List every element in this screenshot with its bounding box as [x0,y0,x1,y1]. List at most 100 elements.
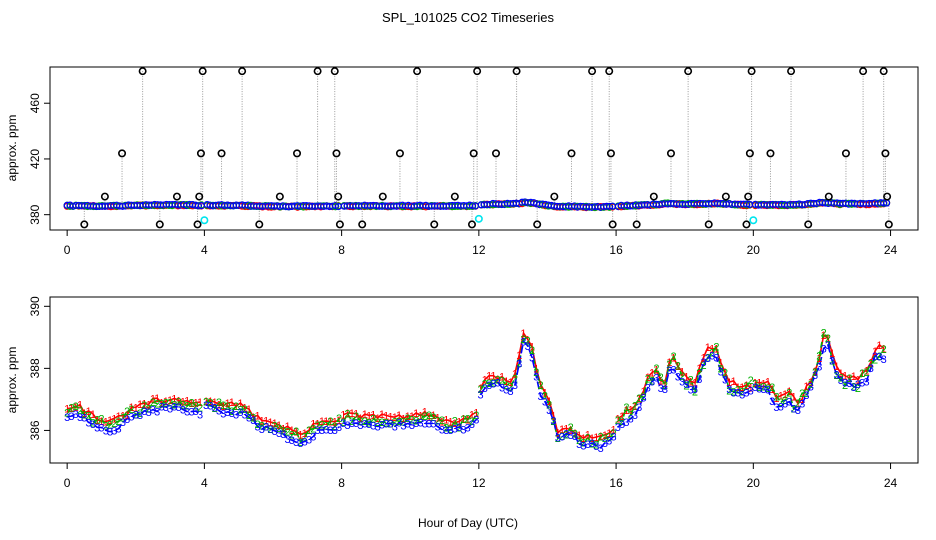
bottom-series-marker-1: 1 [735,382,741,394]
bottom-series-marker-3: 3 [357,420,363,432]
bottom-series-marker-2: 2 [645,373,651,385]
bottom-series-marker-3: 3 [246,412,252,424]
top-spike-point [255,220,264,229]
bottom-series-marker-2: 2 [525,336,531,348]
bottom-series-marker-1: 1 [443,415,449,427]
bottom-series-marker-3: 3 [572,431,578,443]
bottom-series-marker-3: 3 [722,374,728,386]
bottom-series-marker-2: 2 [306,425,312,437]
bottom-series-marker-3: 3 [739,389,745,401]
top-spike-point [841,149,850,158]
bottom-series-marker-2: 2 [141,400,147,412]
bottom-series-marker-1: 1 [662,378,668,390]
bottom-series-marker-3: 3 [146,407,152,419]
bottom-series-marker-1: 1 [176,396,182,408]
bottom-series-marker-3: 3 [619,419,625,431]
bottom-series-marker-2: 2 [255,419,261,431]
bottom-series-marker-3: 3 [387,419,393,431]
bottom-series-marker-1: 1 [516,350,522,362]
bottom-series-marker-2: 2 [623,402,629,414]
bottom-series-marker-1: 1 [533,364,539,376]
bottom-series-marker-2: 2 [482,378,488,390]
bottom-series-marker-2: 2 [137,408,143,420]
top-spike-point [766,149,775,158]
bottom-series-marker-1: 1 [375,413,381,425]
top-spike-point [824,192,833,201]
bottom-series-marker-3: 3 [154,406,160,418]
bottom-series-marker-3: 3 [375,421,381,433]
bottom-series-marker-1: 1 [452,418,458,430]
bottom-series-marker-3: 3 [443,425,449,437]
bottom-x-tick-label: 8 [338,476,345,490]
bottom-series-marker-3: 3 [68,411,74,423]
top-spike-point [747,67,756,76]
top-y-tick-label: 460 [28,93,42,113]
bottom-series-line-3 [617,354,752,428]
bottom-series-marker-2: 2 [128,404,134,416]
bottom-series-marker-2: 2 [188,398,194,410]
bottom-series-marker-2: 2 [538,380,544,392]
top-x-tick-label: 24 [884,243,898,257]
bottom-series-marker-1: 1 [98,416,104,428]
bottom-series-marker-1: 1 [606,428,612,440]
bottom-series-marker-2: 2 [353,411,359,423]
bottom-series-marker-3: 3 [250,415,256,427]
bottom-series-marker-3: 3 [263,421,269,433]
bottom-series-marker-1: 1 [816,353,822,365]
bottom-series-marker-2: 2 [718,364,724,376]
bottom-series-marker-2: 2 [73,401,79,413]
bottom-series-marker-1: 1 [430,410,436,422]
bottom-series-marker-3: 3 [516,359,522,371]
bottom-series-marker-2: 2 [735,384,741,396]
bottom-series-marker-1: 1 [473,407,479,419]
bottom-series-marker-3: 3 [658,383,664,395]
bottom-series-marker-2: 2 [379,417,385,429]
bottom-series-marker-2: 2 [546,399,552,411]
bottom-series-marker-3: 3 [103,425,109,437]
bottom-series-marker-3: 3 [383,419,389,431]
bottom-series-marker-3: 3 [392,422,398,434]
bottom-series-marker-2: 2 [171,399,177,411]
bottom-series-line-3 [479,339,615,449]
bottom-x-axis: 0 4 8 12 16 20 24 [64,463,898,490]
bottom-series-marker-1: 1 [124,410,130,422]
bottom-series-marker-2: 2 [649,375,655,387]
bottom-series-marker-2: 2 [383,417,389,429]
top-panel: 0 4 8 12 16 20 24 380 420 460 approx. ppm [5,66,919,257]
top-spike-point [80,220,89,229]
bottom-series-marker-1: 1 [520,328,526,340]
bottom-series-marker-2: 2 [469,416,475,428]
bottom-series-marker-3: 3 [285,434,291,446]
bottom-series-marker-1: 1 [128,402,134,414]
bottom-series-marker-3: 3 [786,397,792,409]
top-spike-point [666,149,675,158]
bottom-series-marker-1: 1 [615,414,621,426]
bottom-series-marker-1: 1 [563,423,569,435]
top-spike-point [275,192,284,201]
bottom-series-marker-3: 3 [426,418,432,430]
bottom-series-marker-3: 3 [563,429,569,441]
bottom-series-marker-2: 2 [276,423,282,435]
bottom-series-marker-2: 2 [748,375,754,387]
bottom-series-marker-3: 3 [842,377,848,389]
bottom-series-marker-3: 3 [726,384,732,396]
bottom-series-marker-2: 2 [103,420,109,432]
bottom-series-marker-3: 3 [212,403,218,415]
bottom-series-line-3 [205,404,340,444]
bottom-series-marker-2: 2 [154,399,160,411]
bottom-x-tick-label: 12 [472,476,486,490]
bottom-series-marker-1: 1 [490,371,496,383]
bottom-series-marker-3: 3 [791,403,797,415]
bottom-series-marker-1: 1 [250,412,256,424]
bottom-series-marker-2: 2 [821,328,827,340]
top-x-tick-label: 8 [338,243,345,257]
bottom-series-marker-2: 2 [460,414,466,426]
bottom-series-line-1 [342,410,477,424]
bottom-series-marker-1: 1 [396,410,402,422]
bottom-series-marker-3: 3 [795,405,801,417]
top-series-point [605,202,614,211]
bottom-x-tick-label: 0 [64,476,71,490]
bottom-series-marker-2: 2 [825,333,831,345]
top-spike-point [606,149,615,158]
bottom-series-marker-1: 1 [387,412,393,424]
